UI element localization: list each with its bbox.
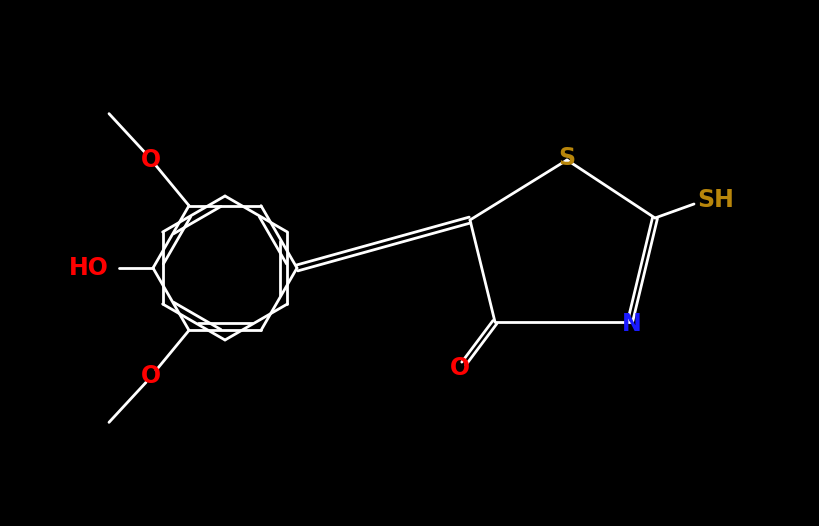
Text: SH: SH (698, 188, 735, 212)
Text: S: S (559, 146, 576, 170)
Text: N: N (622, 312, 642, 336)
Text: HO: HO (69, 256, 109, 280)
Text: O: O (450, 356, 470, 380)
Text: O: O (141, 365, 161, 388)
Text: O: O (141, 148, 161, 171)
